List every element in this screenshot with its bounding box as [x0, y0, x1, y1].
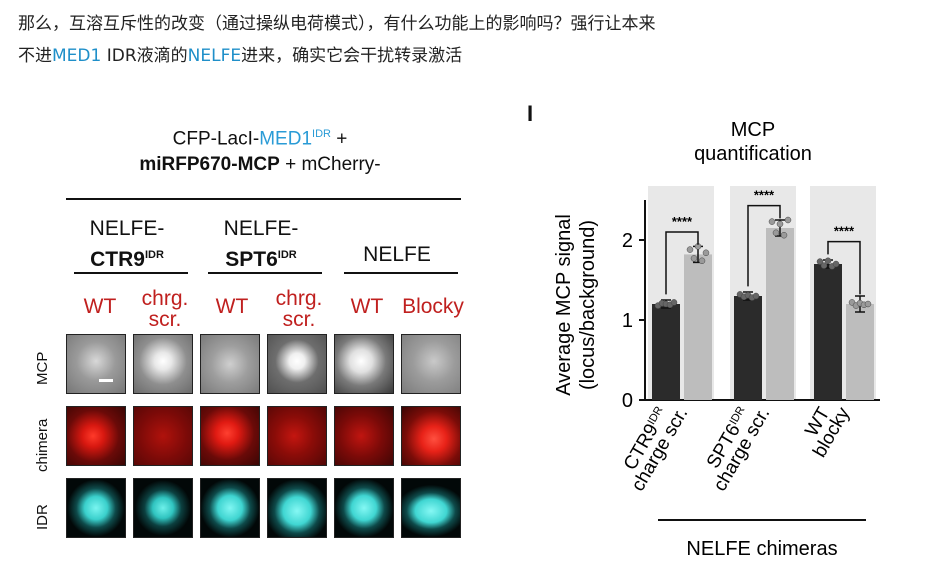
chimera-image-ctr9-scr — [133, 406, 193, 466]
y-axis-label: (locus/background) — [577, 220, 599, 390]
microscopy-panel: CFP-LacI-MED1IDR + miRFP670-MCP + mCherr… — [34, 120, 480, 550]
data-point — [702, 249, 710, 257]
idr-image-spt6-scr — [267, 478, 327, 538]
idr-image-ctr9-wt — [66, 478, 126, 538]
intro-text-span: 不进 — [18, 46, 52, 66]
condition-label: Blocky — [402, 295, 464, 318]
significance-bracket — [827, 240, 861, 295]
data-point — [686, 246, 694, 253]
data-point — [784, 216, 792, 224]
idr-image-ctr9-scr — [133, 478, 193, 538]
nelfe-highlight[interactable]: NELFE — [187, 46, 242, 66]
idr-image-nelfe-blocky — [401, 478, 461, 538]
significance-bracket — [665, 231, 699, 295]
idr-image-spt6-wt — [200, 478, 260, 538]
idr-image-nelfe-wt — [334, 478, 394, 538]
bar — [684, 254, 712, 400]
chimera-image-spt6-wt — [200, 406, 260, 466]
data-point — [670, 299, 678, 306]
y-tick-label: 1 — [622, 310, 633, 332]
mcp-image-nelfe-wt — [334, 334, 394, 394]
group-underline-nelfe — [344, 272, 458, 274]
data-point — [698, 257, 706, 265]
construct-header-line1: CFP-LacI-MED1IDR + — [172, 128, 348, 150]
construct-header-line2: miRFP670-MCP + mCherry- — [139, 154, 381, 175]
intro-text-span: 进来，确实它会干扰转录激活 — [241, 46, 463, 66]
mcp-image-ctr9-scr — [133, 334, 193, 394]
significance-label: **** — [834, 224, 855, 239]
chart-title: quantification — [694, 143, 812, 165]
row-label-chimera: chimera — [34, 418, 51, 472]
data-point — [864, 300, 872, 308]
data-point — [820, 262, 828, 269]
row-label-mcp: MCP — [34, 351, 51, 385]
data-point — [752, 292, 760, 300]
row-label-idr: IDR — [34, 504, 51, 530]
group-underline-ctr9 — [74, 272, 188, 274]
significance-bracket — [747, 204, 781, 287]
significance-label: **** — [672, 214, 693, 229]
data-point — [772, 229, 780, 237]
bar — [814, 264, 842, 400]
y-tick-label: 0 — [622, 390, 633, 412]
bar — [652, 304, 680, 400]
condition-label: chrg. scr. — [141, 287, 189, 331]
condition-label: chrg. scr. — [275, 287, 323, 331]
y-axis-label: Average MCP signal — [553, 214, 575, 396]
x-axis-label: NELFE chimeras — [686, 538, 837, 560]
mcp-image-spt6-scr — [267, 334, 327, 394]
intro-line-2: 不进MED1 IDR液滴的NELFE进来，确实它会干扰转录激活 — [18, 40, 908, 72]
med1-highlight[interactable]: MED1 — [52, 46, 102, 66]
mcp-image-ctr9-wt — [66, 334, 126, 394]
data-point — [816, 258, 824, 265]
bar — [734, 296, 762, 400]
chimera-image-spt6-scr — [267, 406, 327, 466]
panel-label: I — [527, 101, 534, 126]
mcp-image-nelfe-blocky — [401, 334, 461, 394]
scale-bar — [99, 379, 113, 382]
intro-line-1: 那么，互溶互斥性的改变（通过操纵电荷模式），有什么功能上的影响吗？强行让本来 — [18, 14, 656, 34]
header-divider — [66, 198, 461, 200]
chimera-image-nelfe-wt — [334, 406, 394, 466]
mcp-image-spt6-wt — [200, 334, 260, 394]
intro-text: 那么，互溶互斥性的改变（通过操纵电荷模式），有什么功能上的影响吗？强行让本来 不… — [18, 8, 908, 72]
intro-text-span: IDR液滴的 — [101, 46, 188, 66]
data-point — [690, 255, 698, 262]
data-point — [768, 218, 776, 225]
group-label-nelfe: NELFE — [363, 243, 431, 266]
chimera-image-ctr9-wt — [66, 406, 126, 466]
y-tick-label: 2 — [622, 230, 633, 252]
data-point — [780, 231, 788, 239]
data-point — [776, 220, 784, 228]
condition-label: WT — [350, 295, 384, 318]
data-point — [824, 257, 832, 265]
chimera-image-nelfe-blocky — [401, 406, 461, 466]
group-label-spt6: NELFE- SPT6IDR — [223, 217, 299, 271]
chart-title: MCP — [731, 119, 775, 141]
bar — [846, 304, 874, 400]
group-underline-spt6 — [208, 272, 322, 274]
group-label-ctr9: NELFE- CTR9IDR — [89, 217, 165, 271]
condition-label: WT — [215, 295, 249, 318]
bar — [766, 228, 794, 400]
condition-label: WT — [83, 295, 117, 318]
mcp-quantification-chart: MCP quantification 0 1 2 Average MCP signal (l… — [540, 110, 910, 570]
data-point — [832, 260, 840, 268]
significance-label: **** — [754, 188, 775, 203]
